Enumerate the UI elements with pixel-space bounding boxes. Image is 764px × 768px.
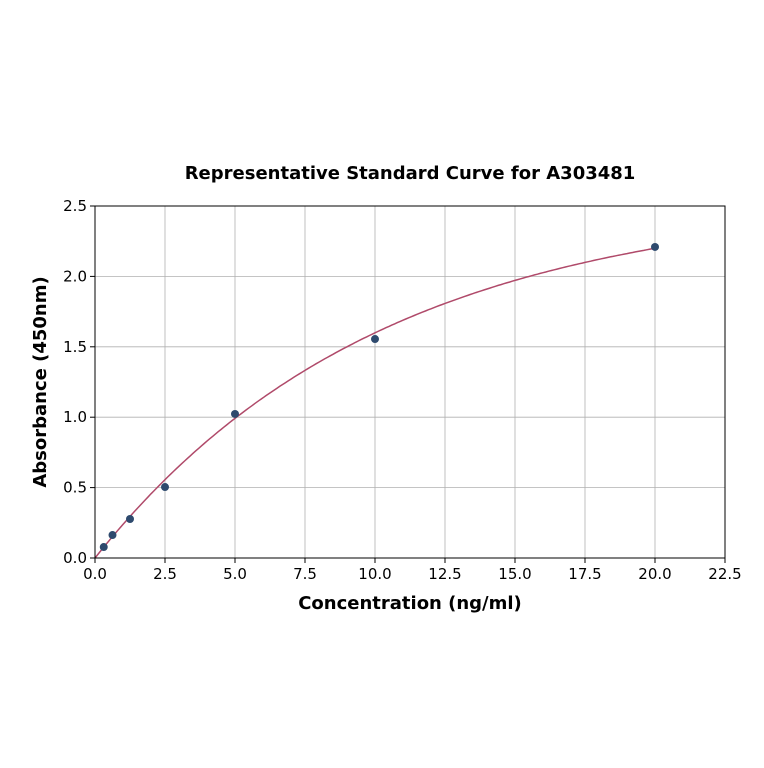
data-point (126, 514, 134, 523)
x-tick-label: 10.0 (358, 565, 391, 583)
y-tick-label: 1.0 (63, 408, 87, 426)
x-tick-label: 15.0 (498, 565, 531, 583)
data-point (161, 483, 169, 492)
x-axis-label: Concentration (ng/ml) (298, 593, 522, 614)
y-tick-label: 2.5 (63, 197, 87, 215)
y-axis-label: Absorbance (450nm) (30, 276, 51, 487)
x-tick-label: 5.0 (223, 565, 247, 583)
x-tick-label: 22.5 (708, 565, 741, 583)
y-tick-label: 1.5 (63, 338, 87, 356)
data-point (651, 242, 659, 251)
plot-frame (94, 205, 726, 559)
data-point (108, 531, 117, 540)
fit-curve (94, 247, 656, 559)
data-point (371, 335, 379, 344)
y-tick-label: 2.0 (63, 267, 87, 285)
x-tick-label: 17.5 (568, 565, 601, 583)
x-tick-label: 12.5 (428, 565, 461, 583)
x-tick-label: 20.0 (638, 565, 671, 583)
data-point (99, 543, 108, 552)
data-point (231, 409, 239, 418)
x-tick-label: 2.5 (153, 565, 177, 583)
x-tick-label: 7.5 (293, 565, 317, 583)
y-tick-label: 0.5 (63, 479, 87, 497)
y-tick-label: 0.0 (63, 549, 87, 567)
chart-title: Representative Standard Curve for A30348… (185, 163, 636, 184)
x-tick-label: 0.0 (83, 565, 107, 583)
